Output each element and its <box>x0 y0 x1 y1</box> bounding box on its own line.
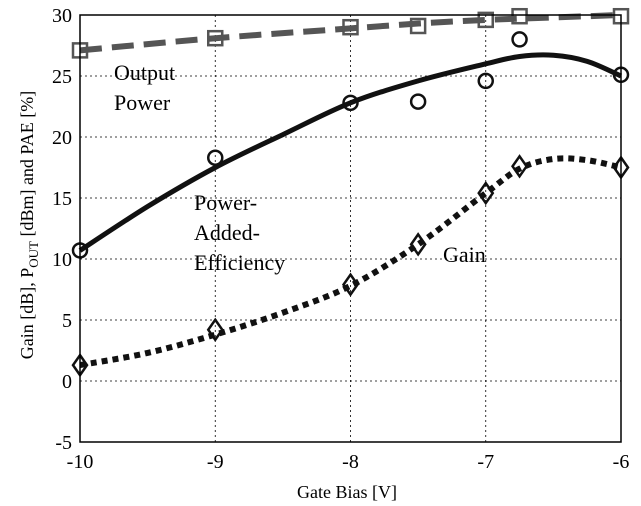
marker-output-power <box>477 11 494 29</box>
annotation-pae-line3: Efficiency <box>194 250 285 275</box>
annotation-pae-line2: Added- <box>194 220 260 245</box>
y-axis-label: Gain [dB], POUT [dBm] and PAE [%] <box>17 91 41 360</box>
series-line-pae <box>78 52 623 253</box>
marker-pae <box>477 72 494 90</box>
y-tick-label: 15 <box>52 188 72 210</box>
x-tick-label: -7 <box>477 451 494 473</box>
plot-frame <box>79 14 622 443</box>
annotation-pae-line1: Power- <box>194 190 257 215</box>
marker-gain <box>477 180 495 206</box>
y-axis-label-subscript: OUT <box>26 241 41 268</box>
annotation-output-power-line2: Power <box>114 90 171 115</box>
annotation-output-power: Output Power <box>114 60 181 115</box>
marker-gain <box>511 154 529 179</box>
x-tick-labels: -10 -9 -8 -7 -6 <box>67 451 630 473</box>
marker-gain <box>341 272 360 297</box>
marker-output-power <box>342 18 359 36</box>
marker-gain <box>206 317 224 342</box>
annotation-gain-line1: Gain <box>443 242 486 267</box>
series-line-output-power <box>79 12 622 54</box>
marker-pae <box>207 149 224 166</box>
y-tick-label: 10 <box>52 249 72 271</box>
x-axis-label: Gate Bias [V] <box>297 482 397 502</box>
marker-gain <box>409 232 427 257</box>
marker-pae <box>511 31 528 48</box>
y-tick-label: 25 <box>52 66 72 88</box>
x-tick-label: -8 <box>342 451 359 473</box>
y-tick-labels: -5 0 5 10 15 20 25 30 <box>52 5 72 454</box>
y-tick-label: 5 <box>62 310 72 332</box>
x-tick-label: -10 <box>67 451 94 473</box>
y-axis-label-part1: Gain [dB], P <box>17 268 37 360</box>
annotation-gain: Gain <box>443 242 486 267</box>
y-tick-label: -5 <box>55 432 72 454</box>
y-tick-label: 0 <box>62 371 72 393</box>
marker-output-power <box>409 17 427 35</box>
y-tick-label: 30 <box>52 5 72 27</box>
y-axis-label-part2: [dBm] and PAE [%] <box>17 91 37 241</box>
marker-output-power <box>511 7 528 25</box>
marker-output-power <box>207 29 224 47</box>
x-tick-label: -9 <box>207 451 224 473</box>
annotation-output-power-line1: Output <box>114 60 175 85</box>
grid-lines <box>80 15 621 442</box>
y-tick-label: 20 <box>52 127 72 149</box>
x-tick-label: -6 <box>613 451 630 473</box>
marker-pae <box>409 93 427 110</box>
annotation-pae: Power- Added- Efficiency <box>194 190 285 275</box>
marker-pae <box>342 94 359 112</box>
